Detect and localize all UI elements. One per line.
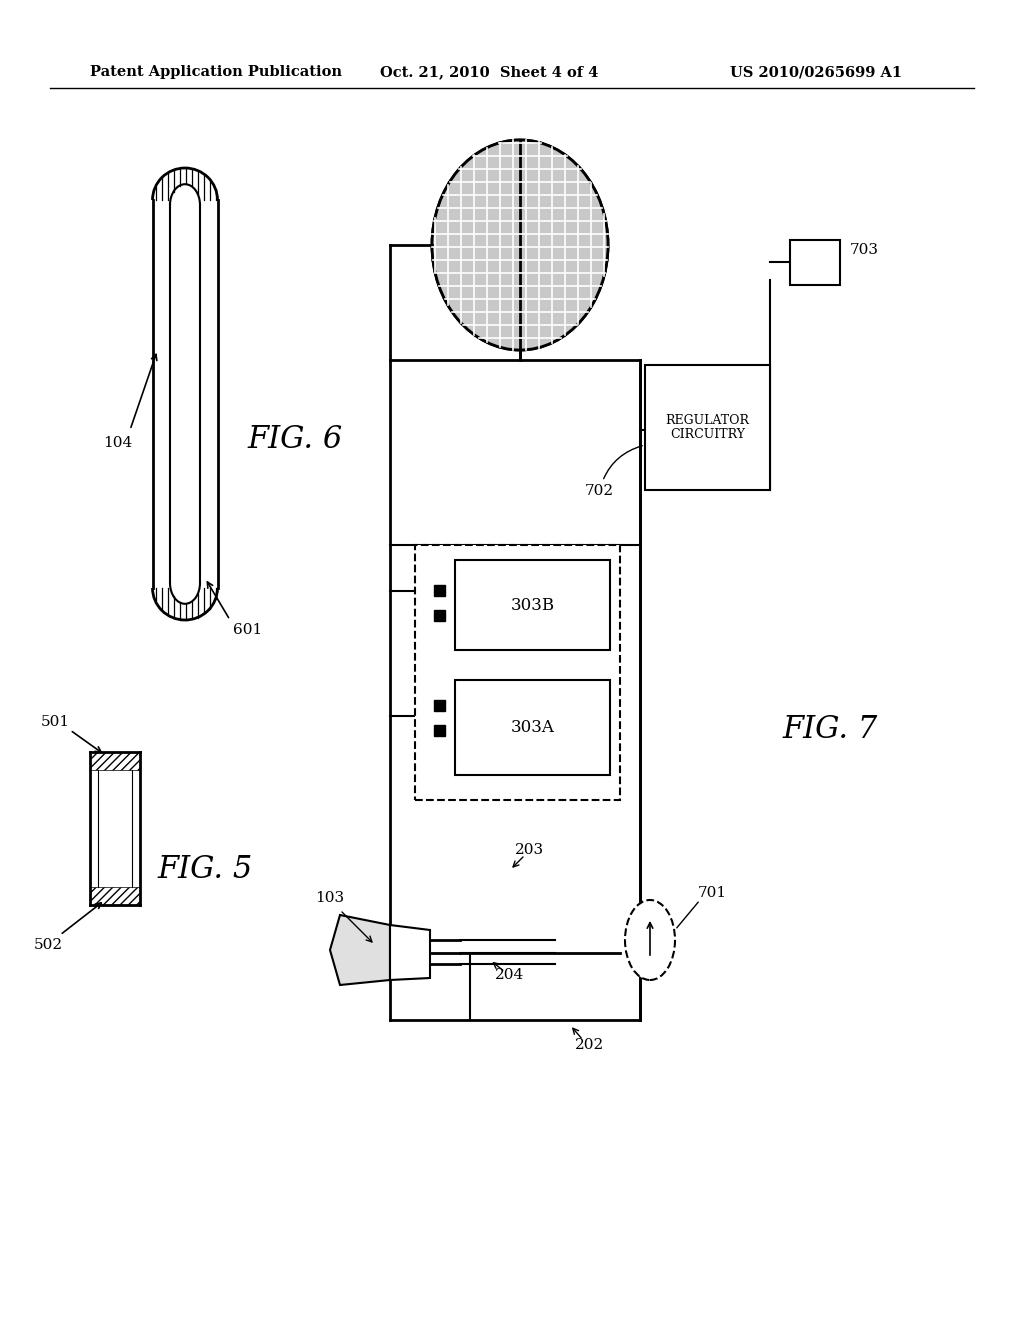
Bar	[415, 545, 620, 800]
Bar	[90, 887, 140, 906]
Text: REGULATOR
CIRCUITRY: REGULATOR CIRCUITRY	[666, 413, 750, 441]
Text: Patent Application Publication: Patent Application Publication	[90, 65, 342, 79]
Text: FIG. 6: FIG. 6	[248, 425, 343, 455]
Text: 103: 103	[315, 891, 344, 906]
Text: 104: 104	[103, 436, 133, 450]
Text: 202: 202	[575, 1038, 604, 1052]
Bar	[434, 585, 445, 597]
Ellipse shape	[432, 140, 608, 350]
Bar	[434, 700, 445, 711]
Text: 702: 702	[585, 446, 642, 498]
Text: 203: 203	[515, 843, 545, 857]
Polygon shape	[390, 925, 430, 979]
Text: 502: 502	[34, 939, 62, 952]
Ellipse shape	[625, 900, 675, 979]
Text: 601: 601	[233, 623, 262, 638]
Bar	[645, 366, 770, 490]
Text: 303A: 303A	[511, 719, 554, 737]
Text: FIG. 7: FIG. 7	[782, 714, 878, 746]
Bar	[434, 725, 445, 737]
Text: FIG. 5: FIG. 5	[158, 854, 253, 886]
Text: 703: 703	[850, 243, 879, 257]
Bar	[90, 752, 140, 770]
Bar	[434, 610, 445, 620]
Polygon shape	[330, 915, 390, 985]
Text: 204: 204	[496, 968, 524, 982]
Bar	[455, 560, 610, 649]
Text: Oct. 21, 2010  Sheet 4 of 4: Oct. 21, 2010 Sheet 4 of 4	[380, 65, 598, 79]
Text: US 2010/0265699 A1: US 2010/0265699 A1	[730, 65, 902, 79]
Text: 501: 501	[40, 715, 70, 729]
Bar	[455, 680, 610, 775]
Bar	[790, 240, 840, 285]
Text: 303B: 303B	[510, 597, 555, 614]
Text: 701: 701	[697, 886, 727, 900]
